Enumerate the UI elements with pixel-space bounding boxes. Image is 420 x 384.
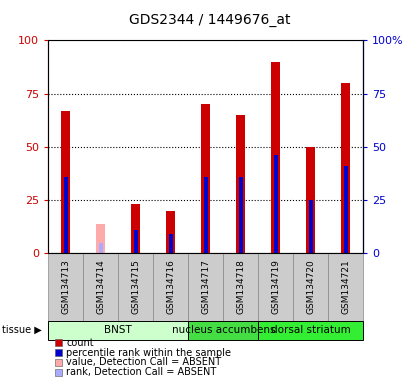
Bar xyxy=(239,177,243,253)
Text: value, Detection Call = ABSENT: value, Detection Call = ABSENT xyxy=(66,358,221,367)
Bar xyxy=(204,177,207,253)
Text: nucleus accumbens: nucleus accumbens xyxy=(171,325,275,335)
Text: GSM134717: GSM134717 xyxy=(201,260,210,314)
Bar xyxy=(134,230,138,253)
Bar xyxy=(169,234,173,253)
Bar xyxy=(309,200,312,253)
Bar xyxy=(97,223,105,253)
Text: GSM134721: GSM134721 xyxy=(341,260,350,314)
Text: GSM134714: GSM134714 xyxy=(96,260,105,314)
Bar xyxy=(236,115,245,253)
Bar xyxy=(307,147,315,253)
Bar xyxy=(61,111,70,253)
Bar xyxy=(202,104,210,253)
Text: dorsal striatum: dorsal striatum xyxy=(271,325,351,335)
Text: GSM134713: GSM134713 xyxy=(61,260,70,314)
Bar xyxy=(344,166,348,253)
Bar xyxy=(341,83,350,253)
Text: percentile rank within the sample: percentile rank within the sample xyxy=(66,348,231,358)
Text: tissue ▶: tissue ▶ xyxy=(2,325,42,335)
Bar xyxy=(99,243,102,253)
Bar xyxy=(131,204,140,253)
Text: rank, Detection Call = ABSENT: rank, Detection Call = ABSENT xyxy=(66,367,217,377)
Text: GSM134719: GSM134719 xyxy=(271,260,280,314)
Bar xyxy=(166,211,175,253)
Bar xyxy=(271,62,280,253)
Text: GSM134718: GSM134718 xyxy=(236,260,245,314)
Text: GSM134716: GSM134716 xyxy=(166,260,175,314)
Text: GSM134720: GSM134720 xyxy=(306,260,315,314)
Text: BNST: BNST xyxy=(105,325,132,335)
Text: GDS2344 / 1449676_at: GDS2344 / 1449676_at xyxy=(129,13,291,27)
Bar xyxy=(64,177,68,253)
Bar xyxy=(274,156,278,253)
Text: count: count xyxy=(66,338,94,348)
Text: GSM134715: GSM134715 xyxy=(131,260,140,314)
